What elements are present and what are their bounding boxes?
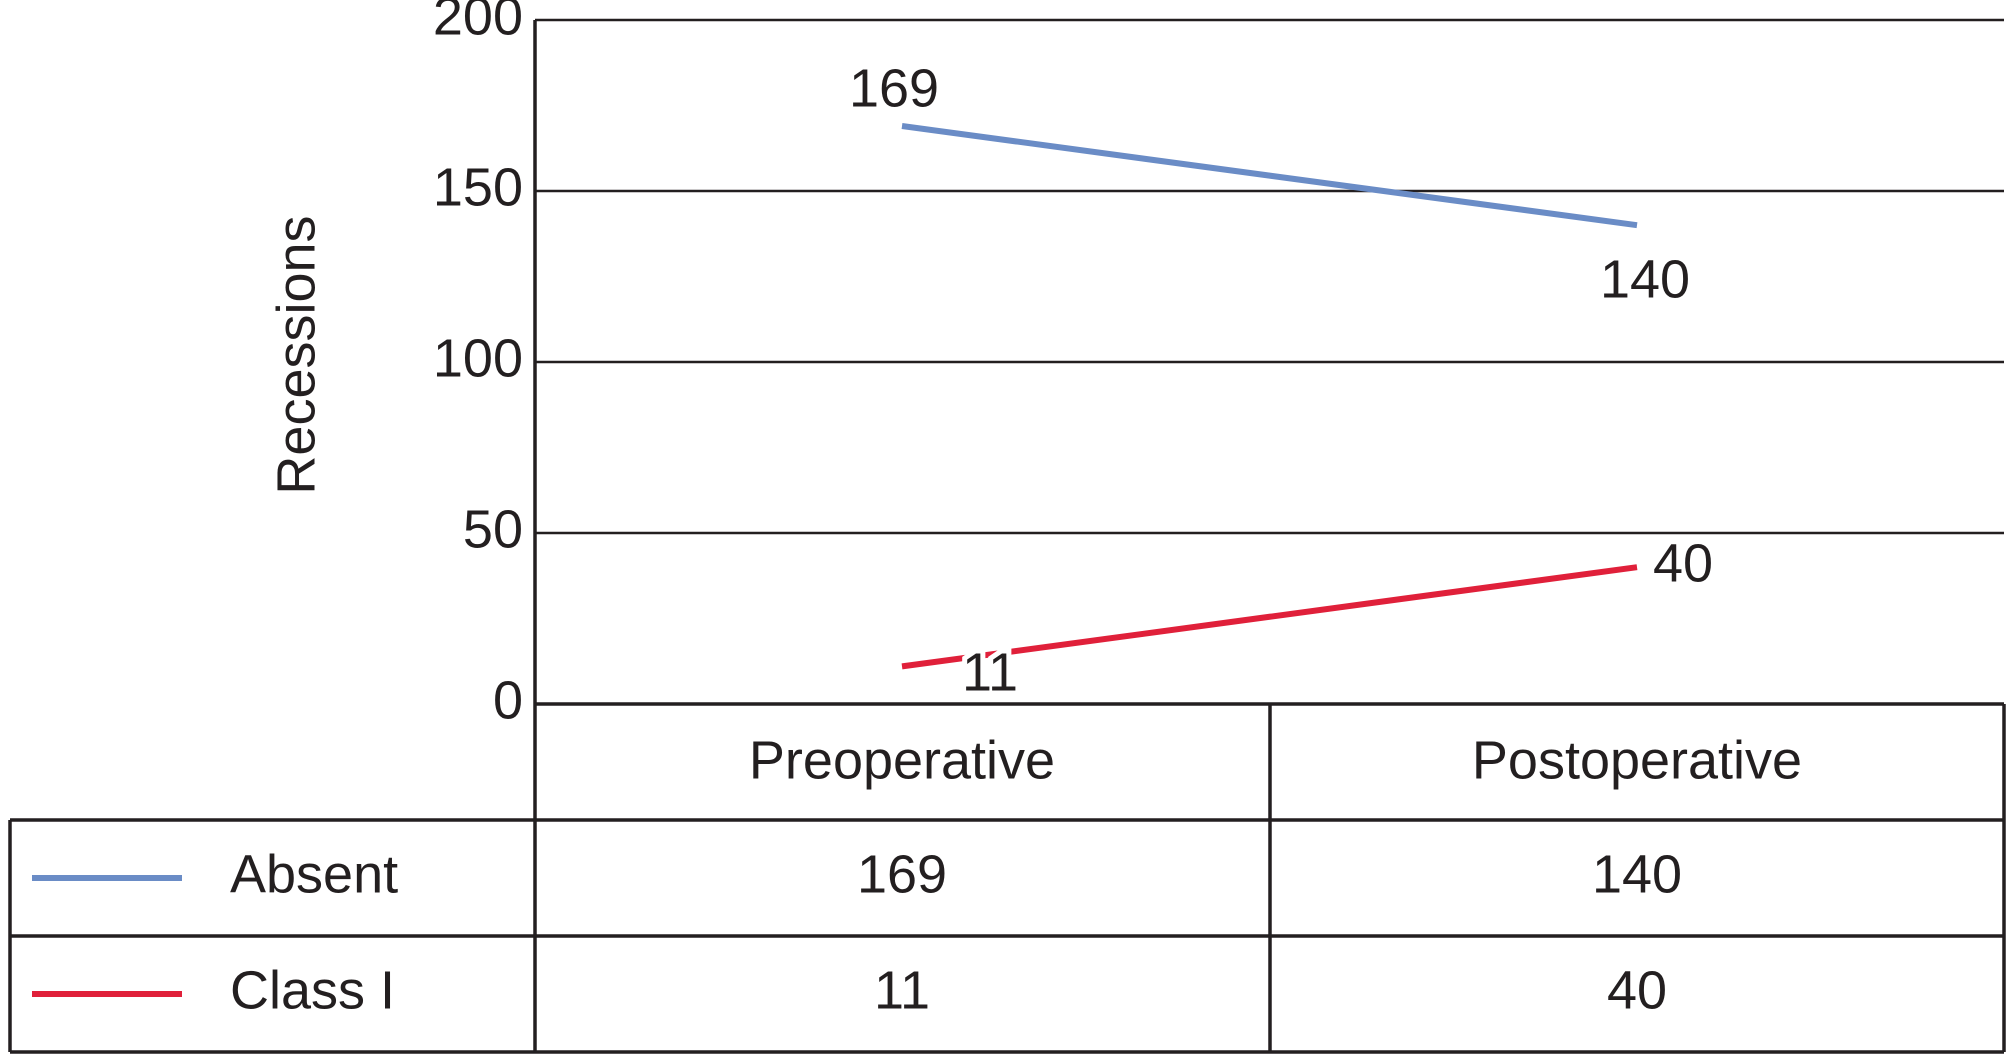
data-label: 11 (962, 643, 1018, 703)
y-tick-label: 0 (493, 670, 523, 730)
y-axis-label: Recessions (266, 215, 326, 494)
y-tick-label: 200 (433, 0, 523, 46)
table-cell: 169 (857, 844, 947, 904)
y-tick-label: 50 (463, 499, 523, 559)
data-label: 40 (1653, 533, 1713, 593)
table-cell: 140 (1592, 844, 1682, 904)
line (901, 123, 1638, 229)
line (901, 564, 1638, 670)
x-tick-label: Postoperative (1472, 730, 1802, 790)
y-tick-label: 100 (433, 328, 523, 388)
data-label: 169 (849, 58, 939, 118)
x-tick-label: Preoperative (749, 730, 1055, 790)
data-label: 140 (1600, 249, 1690, 309)
table-cell: 11 (874, 960, 930, 1020)
legend-label: Class I (230, 960, 395, 1020)
y-tick-label: 150 (433, 157, 523, 217)
table-cell: 40 (1607, 960, 1667, 1020)
legend-label: Absent (230, 844, 398, 904)
